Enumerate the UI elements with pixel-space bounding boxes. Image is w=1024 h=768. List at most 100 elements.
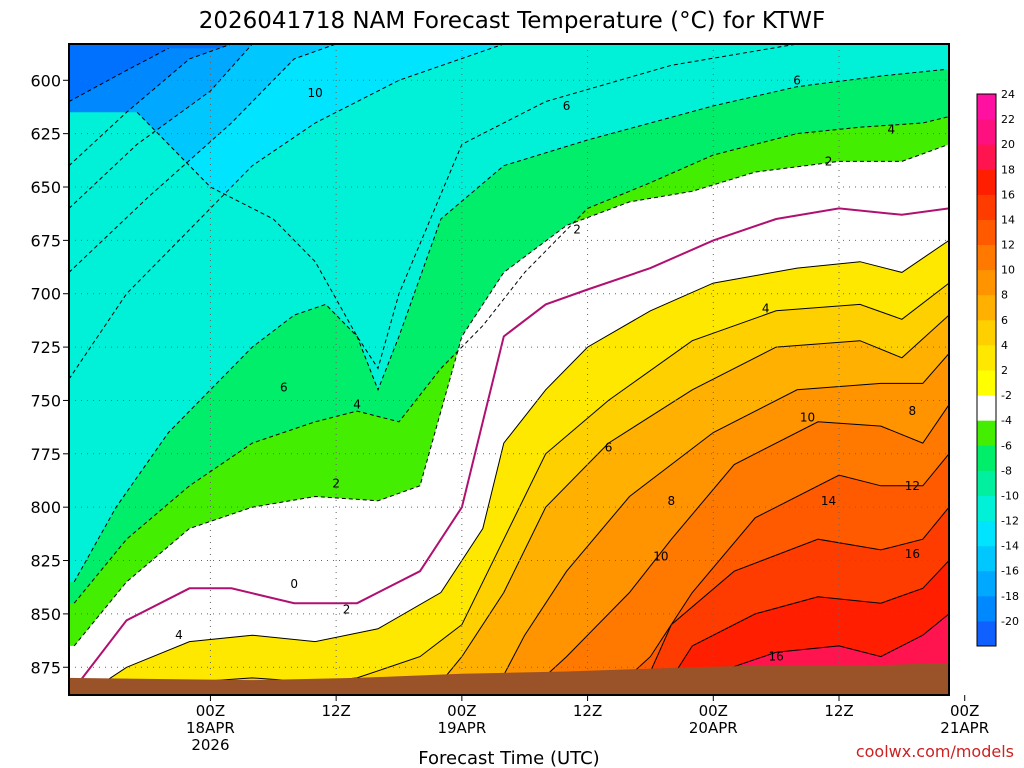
colorbar-swatch xyxy=(977,395,996,421)
colorbar-label: -6 xyxy=(1001,439,1012,452)
colorbar-swatch xyxy=(977,545,996,572)
isotherm-6 xyxy=(430,314,949,695)
contour-label: 2 xyxy=(343,603,351,617)
y-tick-label: 675 xyxy=(30,231,61,250)
colorbar-label: 8 xyxy=(1001,289,1008,302)
isotherm-0 xyxy=(73,207,949,690)
colorbar-swatch xyxy=(977,119,996,145)
colorbar-label: 2 xyxy=(1001,364,1008,377)
colorbar-label: 24 xyxy=(1001,88,1015,101)
colorbar-swatch xyxy=(977,294,996,321)
colorbar-label: 22 xyxy=(1001,113,1015,126)
colorbar-swatch xyxy=(977,319,996,346)
contour-label: 10 xyxy=(800,411,815,425)
grid-lines xyxy=(69,44,949,695)
colorbar-swatch xyxy=(977,344,996,371)
colorbar-label: 18 xyxy=(1001,163,1015,176)
colorbar-label: 12 xyxy=(1001,239,1015,252)
isotherm-14 xyxy=(639,506,949,695)
contour-label: 2 xyxy=(825,154,833,168)
contour-label: 16 xyxy=(905,547,920,561)
contour-label: 8 xyxy=(909,404,917,418)
y-tick-label: 825 xyxy=(30,552,61,571)
colorbar-swatch xyxy=(977,219,996,246)
y-tick-label: 725 xyxy=(30,338,61,357)
y-tick-label: 875 xyxy=(30,658,61,677)
contour-label: 4 xyxy=(353,398,361,412)
isotherm-8 xyxy=(492,353,949,695)
isotherm-lines xyxy=(69,44,949,695)
colorbar-label: -14 xyxy=(1001,540,1019,553)
isotherm--12 xyxy=(69,44,504,380)
isotherm--18 xyxy=(69,44,232,167)
colorbar-swatch xyxy=(977,445,996,471)
colorbar: -20-18-16-14-12-10-8-6-4-224681012141618… xyxy=(976,88,1019,647)
isotherm--6 xyxy=(73,69,944,583)
contour-label: 6 xyxy=(793,73,801,87)
contour-label: 4 xyxy=(762,302,770,316)
y-tick-label: 775 xyxy=(30,445,61,464)
colorbar-swatch xyxy=(977,269,996,296)
colorbar-label: 10 xyxy=(1001,264,1015,277)
x-tick-label: 00Z xyxy=(699,702,728,720)
colorbar-swatch xyxy=(977,370,996,396)
y-tick-label: 625 xyxy=(30,125,61,144)
isotherm-4 xyxy=(147,282,949,695)
x-tick-label: 18APR xyxy=(186,719,235,737)
x-tick-label: 00Z xyxy=(447,702,476,720)
colorbar-label: -10 xyxy=(1001,489,1019,502)
isotherm--2 xyxy=(73,143,949,647)
x-tick-label: 12Z xyxy=(824,702,853,720)
y-tick-label: 600 xyxy=(30,71,61,90)
contour-label: 6 xyxy=(563,99,571,113)
contour-label: 4 xyxy=(175,628,183,642)
isotherm-10 xyxy=(524,404,949,695)
x-tick-label: 21APR xyxy=(940,719,989,737)
x-tick-label: 19APR xyxy=(437,719,486,737)
contour-label: 0 xyxy=(290,577,298,591)
y-tick-label: 650 xyxy=(30,178,61,197)
terrain xyxy=(69,663,949,695)
x-tick-label: 2026 xyxy=(191,736,229,754)
x-tick-label: 12Z xyxy=(321,702,350,720)
isotherm-16 xyxy=(660,560,949,695)
colorbar-label: -2 xyxy=(1001,389,1012,402)
colorbar-swatch xyxy=(977,144,996,170)
contour-label: 2 xyxy=(573,223,581,237)
isotherm--14 xyxy=(69,44,337,273)
contour-label: 14 xyxy=(821,494,836,508)
y-tick-label: 700 xyxy=(30,285,61,304)
colorbar-swatch xyxy=(977,520,996,547)
colorbar-swatch xyxy=(977,169,996,195)
isotherm-12 xyxy=(608,453,949,695)
colorbar-frame xyxy=(976,93,997,647)
colorbar-swatch xyxy=(977,194,996,220)
contour-label: 4 xyxy=(888,122,896,136)
isotherm--20 xyxy=(69,47,169,103)
colorbar-label: 16 xyxy=(1001,188,1015,201)
colorbar-label: -20 xyxy=(1001,615,1019,628)
x-tick-label: 00Z xyxy=(950,702,979,720)
contour-label: 6 xyxy=(280,381,288,395)
contour-label: 16 xyxy=(769,650,784,664)
temp-band-16 xyxy=(69,560,949,695)
y-tick-label: 800 xyxy=(30,498,61,517)
x-tick-label: 00Z xyxy=(196,702,225,720)
plot-area: 10 6 4 2 4 0 2 6 2 6 4 2 4 6 8 10 8 10 14 12 16 16 xyxy=(69,44,949,695)
colorbar-swatch xyxy=(977,420,996,446)
colorbar-label: -4 xyxy=(1001,414,1012,427)
colorbar-swatch xyxy=(977,495,996,522)
contour-label: 10 xyxy=(308,86,323,100)
colorbar-label: -18 xyxy=(1001,590,1019,603)
contour-label: 8 xyxy=(668,494,676,508)
x-tick-label: 12Z xyxy=(573,702,602,720)
colorbar-swatch xyxy=(977,620,996,647)
contour-labels: 10 6 4 2 4 0 2 6 2 6 4 2 4 6 8 10 8 10 14 12 16 16 xyxy=(175,73,920,663)
colorbar-label: 14 xyxy=(1001,213,1015,226)
colorbar-label: -8 xyxy=(1001,464,1012,477)
y-tick-label: 850 xyxy=(30,605,61,624)
x-tick-label: 20APR xyxy=(689,719,738,737)
colorbar-swatch xyxy=(977,595,996,622)
y-tick-label: 750 xyxy=(30,391,61,410)
